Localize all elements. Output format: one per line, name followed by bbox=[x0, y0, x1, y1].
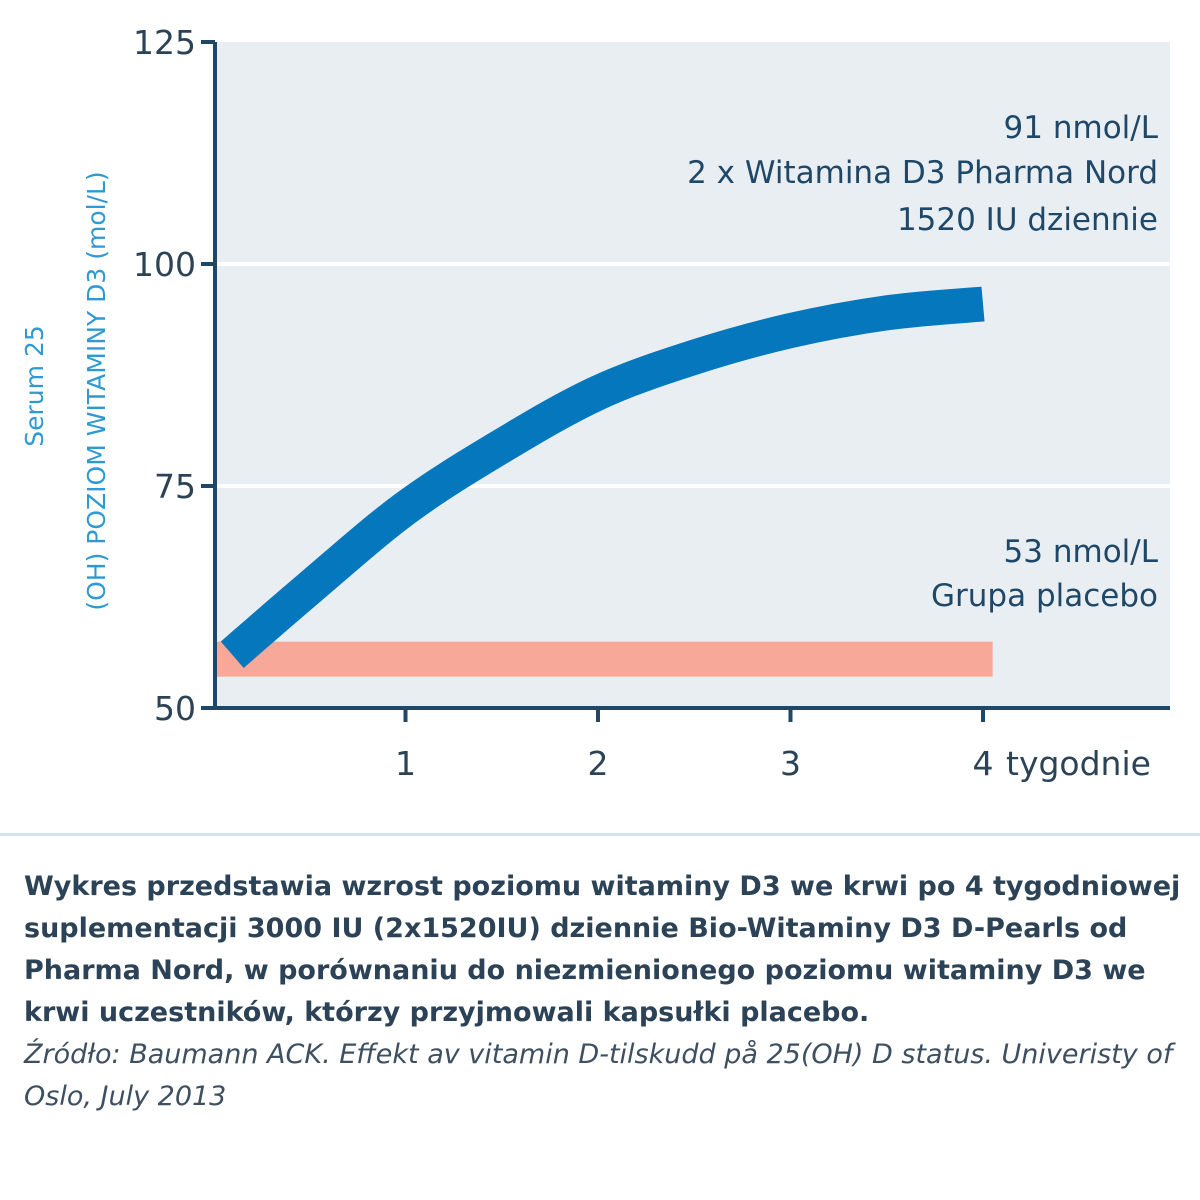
gridlines bbox=[215, 262, 1170, 488]
axes: 50 75 100 125 1 2 3 4 bbox=[133, 23, 1170, 783]
y-tick-label-125: 125 bbox=[133, 23, 196, 62]
y-axis-label-line-2: (OH) POZIOM WITAMINY D3 (mol/L) bbox=[82, 171, 111, 610]
vitamin-annotation-line-1: 91 nmol/L bbox=[1004, 110, 1159, 146]
series-layer bbox=[213, 286, 993, 677]
y-tick-label-100: 100 bbox=[133, 245, 196, 284]
vitamin-annotation-line-2: 2 x Witamina D3 Pharma Nord bbox=[687, 155, 1158, 191]
y-tick-label-75: 75 bbox=[154, 467, 196, 506]
vitamin-annotation-line-3: 1520 IU dziennie bbox=[897, 202, 1158, 238]
chart: 50 75 100 125 1 2 3 4 91 nmol/L 2 x Witamina D3… bbox=[20, 23, 1170, 783]
caption: Wykres przedstawia wzrost poziomu witami… bbox=[24, 866, 1184, 1118]
placebo-annotation-line-2: Grupa placebo bbox=[931, 578, 1158, 614]
x-tick-label-4: 4 bbox=[973, 744, 994, 783]
caption-text: Wykres przedstawia wzrost poziomu witami… bbox=[24, 871, 1181, 1028]
section-divider bbox=[0, 833, 1200, 836]
placebo-annotation-line-1: 53 nmol/L bbox=[1004, 534, 1159, 570]
source-citation: Źródło: Baumann ACK. Effekt av vitamin D… bbox=[24, 1039, 1173, 1112]
x-tick-label-1: 1 bbox=[395, 744, 416, 783]
x-tick-label-2: 2 bbox=[588, 744, 609, 783]
x-tick-label-3: 3 bbox=[780, 744, 801, 783]
y-axis-label-line-1: Serum 25 bbox=[20, 325, 49, 446]
y-tick-label-50: 50 bbox=[154, 689, 196, 728]
vitamin-series-line bbox=[220, 286, 985, 668]
x-axis-unit-label: tygodnie bbox=[1006, 744, 1151, 783]
